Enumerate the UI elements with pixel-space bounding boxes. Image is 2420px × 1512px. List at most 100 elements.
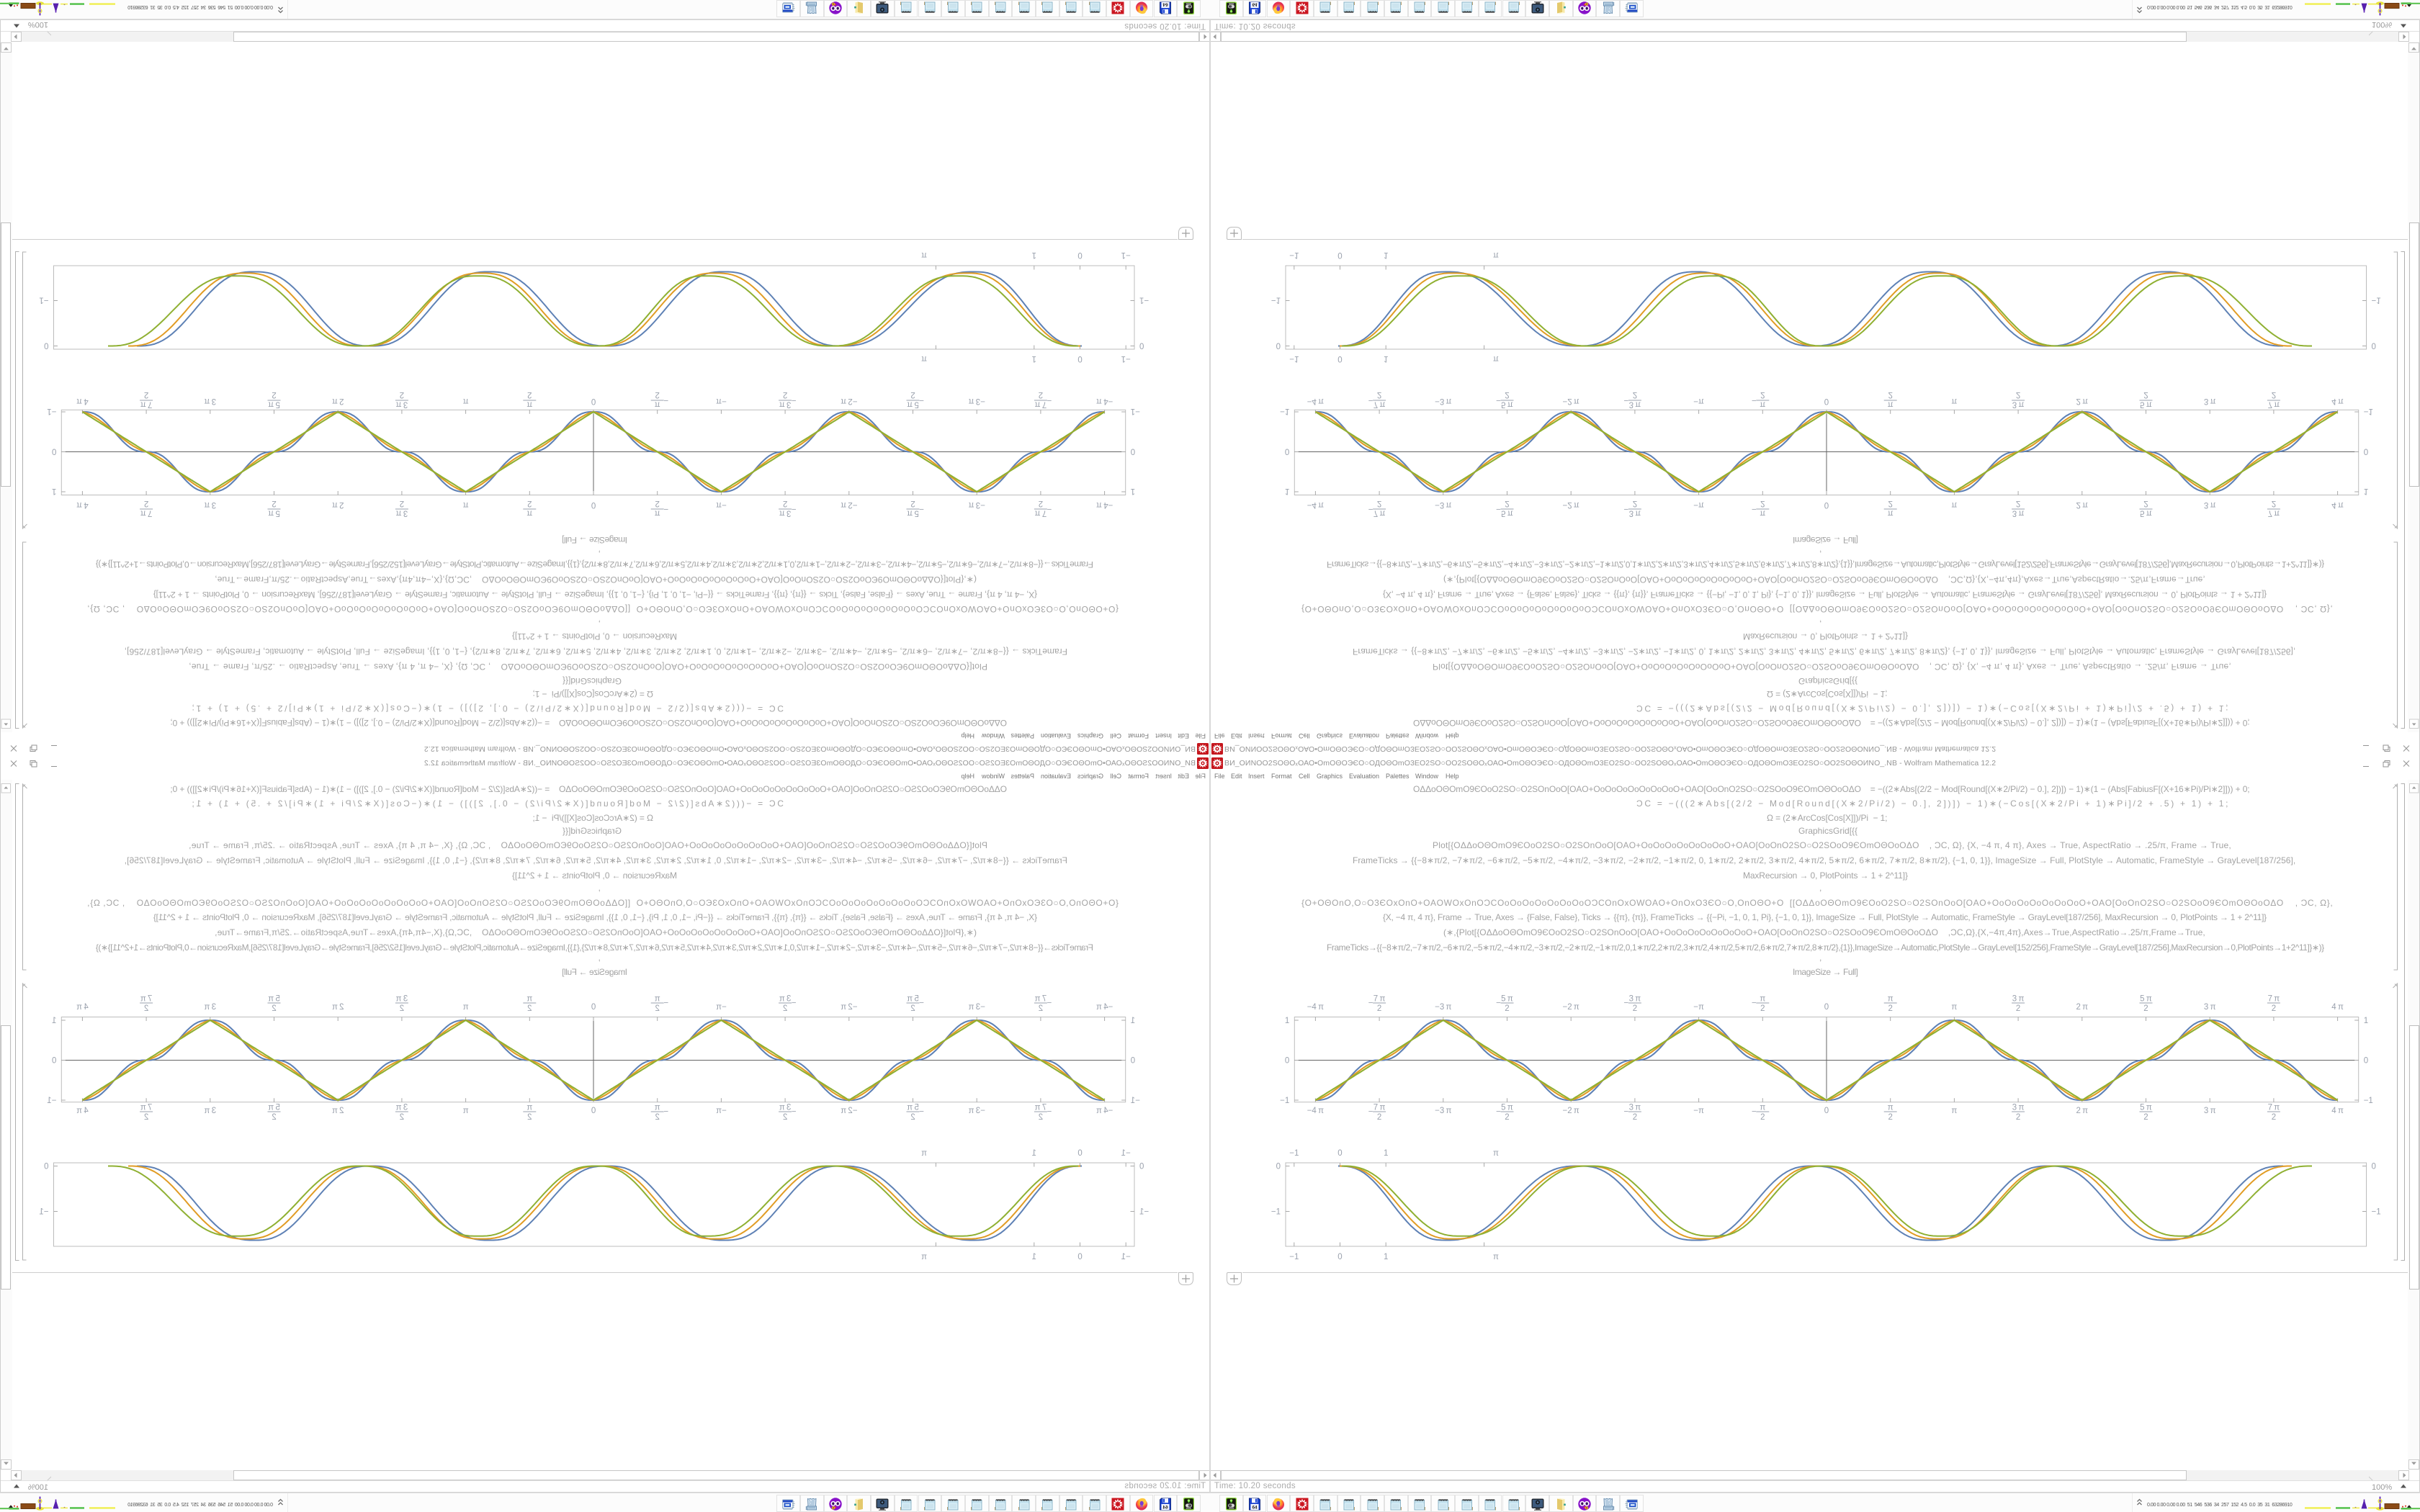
svg-text:2: 2 [1505, 1004, 1509, 1013]
svg-text:−: − [1496, 396, 1501, 405]
svg-text:2 π: 2 π [332, 1107, 344, 1115]
svg-text:2: 2 [1039, 499, 1043, 508]
svg-text:3 π: 3 π [2012, 400, 2025, 409]
svg-text:1: 1 [1285, 487, 1289, 495]
svg-text:π: π [463, 1003, 469, 1012]
svg-text:5 π: 5 π [1501, 400, 1513, 409]
svg-text:−: − [1496, 999, 1501, 1008]
svg-text:2: 2 [655, 1113, 659, 1122]
svg-text:−1: −1 [2364, 1097, 2373, 1105]
svg-text:π: π [1493, 1149, 1499, 1158]
svg-text:π: π [921, 251, 927, 259]
svg-text:2: 2 [272, 390, 276, 399]
svg-text:π: π [655, 400, 660, 409]
svg-text:64: 64 [1162, 1505, 1168, 1510]
svg-text:−1: −1 [1131, 407, 1140, 415]
svg-text:π: π [1951, 397, 1957, 405]
svg-text:3 π: 3 π [1629, 509, 1641, 518]
svg-text:π: π [1888, 400, 1894, 409]
svg-text:3 π: 3 π [2204, 1003, 2216, 1012]
svg-text:−: − [663, 999, 668, 1008]
svg-text:2 π: 2 π [332, 1003, 344, 1012]
svg-text:2: 2 [144, 1113, 148, 1122]
svg-text:−: − [919, 999, 924, 1008]
svg-text:5 π: 5 π [2140, 400, 2152, 409]
svg-text:3 π: 3 π [204, 1003, 216, 1012]
svg-text:π: π [1888, 1104, 1894, 1112]
svg-text:2 π: 2 π [2076, 1107, 2088, 1115]
svg-text:0: 0 [44, 341, 48, 350]
svg-text:0: 0 [1077, 251, 1082, 259]
svg-text:−1: −1 [1121, 1149, 1131, 1158]
svg-text:2: 2 [1505, 499, 1509, 508]
svg-text:−: − [1368, 396, 1373, 405]
svg-text:7 π: 7 π [2268, 509, 2280, 518]
svg-text:2: 2 [2016, 390, 2020, 399]
svg-text:−4 π: −4 π [1096, 397, 1113, 405]
svg-text:−1: −1 [1289, 354, 1299, 363]
svg-text:3 π: 3 π [1629, 400, 1641, 409]
svg-text:0: 0 [2364, 447, 2368, 456]
svg-text:3 π: 3 π [204, 500, 216, 509]
svg-text:2 π: 2 π [332, 397, 344, 405]
svg-text:2: 2 [144, 1004, 148, 1013]
svg-text:7 π: 7 π [140, 509, 153, 518]
svg-text:2: 2 [655, 1004, 659, 1013]
svg-text:7 π: 7 π [1373, 995, 1386, 1004]
svg-text:3 π: 3 π [779, 995, 792, 1004]
svg-text:2: 2 [1760, 1004, 1765, 1013]
svg-text:4 π: 4 π [76, 397, 89, 405]
svg-text:π: π [1951, 1107, 1957, 1115]
svg-text:0: 0 [1077, 1253, 1082, 1261]
svg-text:3 π: 3 π [2012, 995, 2025, 1004]
svg-text:2: 2 [527, 1113, 532, 1122]
svg-text:0: 0 [591, 397, 596, 405]
svg-text:−4 π: −4 π [1307, 397, 1324, 405]
svg-text:π: π [526, 509, 532, 518]
svg-text:2: 2 [400, 499, 404, 508]
svg-text:1: 1 [1384, 251, 1388, 259]
svg-text:2: 2 [527, 1004, 532, 1013]
svg-text:2: 2 [783, 499, 787, 508]
svg-text:−3 π: −3 π [968, 1107, 985, 1115]
svg-text:5 π: 5 π [2140, 509, 2152, 518]
svg-text:3 π: 3 π [396, 509, 408, 518]
svg-text:−1: −1 [1289, 1149, 1299, 1158]
svg-text:−1: −1 [47, 407, 56, 415]
svg-text:64: 64 [1162, 2, 1168, 7]
svg-text:2: 2 [783, 1113, 787, 1122]
svg-text:0: 0 [52, 447, 56, 456]
svg-text:−1: −1 [2364, 407, 2373, 415]
svg-text:2 π: 2 π [2076, 500, 2088, 509]
svg-text:2: 2 [1760, 390, 1765, 399]
svg-text:−1: −1 [2372, 1208, 2381, 1217]
svg-text:3 π: 3 π [2012, 509, 2025, 518]
svg-text:5 π: 5 π [907, 995, 919, 1004]
svg-text:2: 2 [2143, 1004, 2148, 1013]
svg-text:π: π [921, 354, 927, 363]
svg-text:−: − [1496, 505, 1501, 513]
svg-text:7 π: 7 π [140, 1104, 153, 1112]
svg-text:π: π [526, 995, 532, 1004]
svg-text:−3 π: −3 π [968, 397, 985, 405]
svg-text:1: 1 [52, 1017, 56, 1025]
svg-text:1: 1 [1131, 1017, 1135, 1025]
svg-text:2: 2 [2272, 1004, 2276, 1013]
svg-text:2: 2 [144, 499, 148, 508]
svg-text:2: 2 [1039, 1004, 1043, 1013]
svg-text:−: − [1047, 999, 1052, 1008]
svg-text:2: 2 [272, 1004, 276, 1013]
svg-text:0: 0 [44, 1163, 48, 1171]
svg-text:π: π [655, 995, 660, 1004]
svg-text:π: π [463, 500, 469, 509]
svg-text:1: 1 [1032, 1149, 1036, 1158]
svg-text:−: − [1047, 396, 1052, 405]
svg-text:3 π: 3 π [2204, 1107, 2216, 1115]
svg-text:−1: −1 [1280, 1097, 1289, 1105]
svg-text:4 π: 4 π [2331, 397, 2344, 405]
svg-text:2: 2 [144, 390, 148, 399]
svg-text:−4 π: −4 π [1307, 1107, 1324, 1115]
svg-text:0: 0 [1824, 1107, 1829, 1115]
svg-text:2 π: 2 π [332, 500, 344, 509]
svg-text:−4 π: −4 π [1307, 1003, 1324, 1012]
